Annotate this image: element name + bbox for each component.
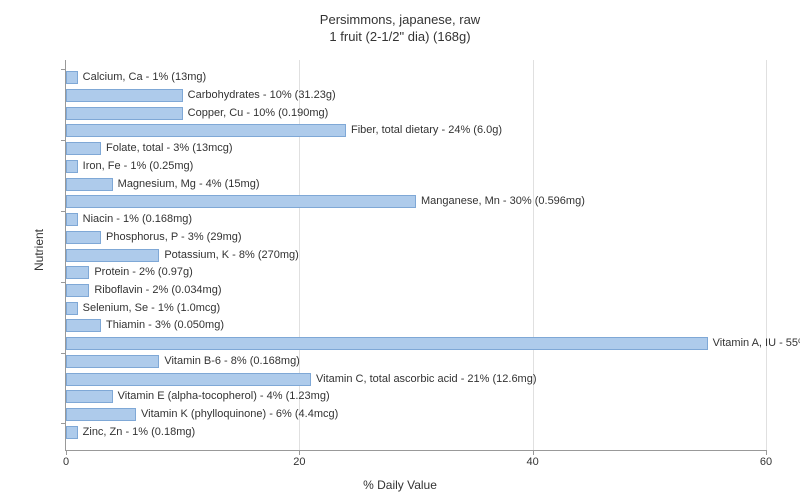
nutrient-bar: [66, 426, 78, 439]
x-tick-label: 0: [63, 456, 69, 468]
gridline: [533, 60, 534, 450]
y-tick: [61, 69, 66, 70]
nutrient-bar: [66, 89, 183, 102]
x-tick: [66, 450, 67, 455]
x-tick-label: 40: [527, 456, 539, 468]
nutrient-label: Niacin - 1% (0.168mg): [83, 213, 192, 226]
nutrient-bar: [66, 302, 78, 315]
nutrient-label: Protein - 2% (0.97g): [94, 266, 192, 279]
x-tick-label: 60: [760, 456, 772, 468]
nutrient-bar: [66, 319, 101, 332]
title-line-1: Persimmons, japanese, raw: [320, 12, 480, 27]
x-tick-label: 20: [293, 456, 305, 468]
nutrient-label: Manganese, Mn - 30% (0.596mg): [421, 195, 585, 208]
nutrient-label: Calcium, Ca - 1% (13mg): [83, 71, 206, 84]
title-line-2: 1 fruit (2-1/2" dia) (168g): [329, 29, 470, 44]
x-tick: [766, 450, 767, 455]
nutrient-bar: [66, 408, 136, 421]
nutrient-label: Carbohydrates - 10% (31.23g): [188, 89, 336, 102]
gridline: [766, 60, 767, 450]
x-axis-label: % Daily Value: [363, 478, 437, 492]
y-axis-label: Nutrient: [32, 229, 46, 271]
nutrient-label: Thiamin - 3% (0.050mg): [106, 319, 224, 332]
nutrient-bar: [66, 231, 101, 244]
nutrient-bar: [66, 160, 78, 173]
nutrient-bar: [66, 373, 311, 386]
nutrient-label: Vitamin C, total ascorbic acid - 21% (12…: [316, 373, 537, 386]
nutrient-bar: [66, 266, 89, 279]
nutrient-label: Zinc, Zn - 1% (0.18mg): [83, 426, 195, 439]
y-tick: [61, 140, 66, 141]
nutrient-label: Vitamin E (alpha-tocopherol) - 4% (1.23m…: [118, 390, 330, 403]
nutrient-bar: [66, 124, 346, 137]
nutrient-label: Phosphorus, P - 3% (29mg): [106, 231, 242, 244]
chart-title: Persimmons, japanese, raw 1 fruit (2-1/2…: [0, 0, 800, 46]
y-tick: [61, 211, 66, 212]
x-tick: [533, 450, 534, 455]
nutrient-bar: [66, 107, 183, 120]
nutrient-bar: [66, 142, 101, 155]
y-tick: [61, 423, 66, 424]
y-tick: [61, 282, 66, 283]
plot-area: 0204060Calcium, Ca - 1% (13mg)Carbohydra…: [65, 60, 766, 451]
chart-container: Persimmons, japanese, raw 1 fruit (2-1/2…: [0, 0, 800, 500]
nutrient-bar: [66, 178, 113, 191]
nutrient-bar: [66, 71, 78, 84]
nutrient-bar: [66, 337, 708, 350]
nutrient-bar: [66, 284, 89, 297]
nutrient-bar: [66, 195, 416, 208]
nutrient-label: Vitamin A, IU - 55% (2733IU): [713, 337, 800, 350]
nutrient-bar: [66, 249, 159, 262]
nutrient-label: Magnesium, Mg - 4% (15mg): [118, 178, 260, 191]
nutrient-label: Copper, Cu - 10% (0.190mg): [188, 107, 329, 120]
nutrient-label: Vitamin B-6 - 8% (0.168mg): [164, 355, 300, 368]
nutrient-label: Iron, Fe - 1% (0.25mg): [83, 160, 194, 173]
y-tick: [61, 353, 66, 354]
nutrient-label: Selenium, Se - 1% (1.0mcg): [83, 302, 221, 315]
x-tick: [299, 450, 300, 455]
nutrient-bar: [66, 355, 159, 368]
nutrient-label: Riboflavin - 2% (0.034mg): [94, 284, 221, 297]
nutrient-label: Potassium, K - 8% (270mg): [164, 249, 299, 262]
nutrient-label: Vitamin K (phylloquinone) - 6% (4.4mcg): [141, 408, 338, 421]
nutrient-label: Fiber, total dietary - 24% (6.0g): [351, 124, 502, 137]
nutrient-bar: [66, 213, 78, 226]
nutrient-label: Folate, total - 3% (13mcg): [106, 142, 233, 155]
nutrient-bar: [66, 390, 113, 403]
